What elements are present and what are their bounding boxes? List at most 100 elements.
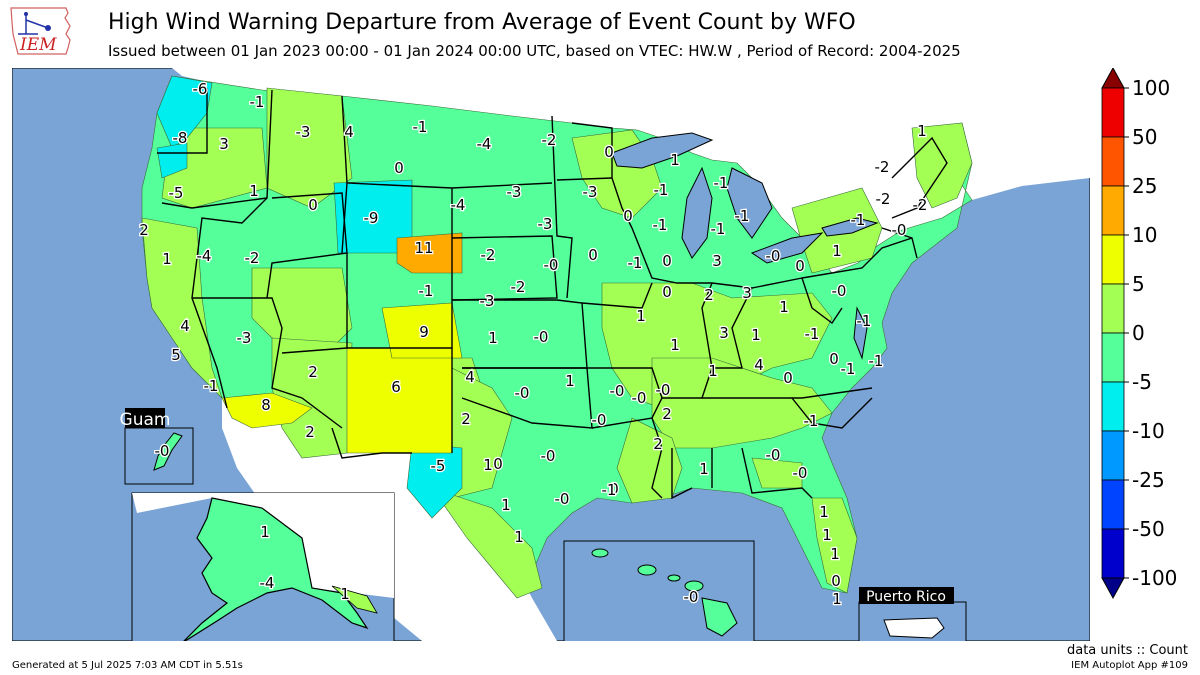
wfo-value-label: -0 xyxy=(610,382,625,400)
wfo-value-label: -6 xyxy=(193,80,208,98)
wfo-value-label: 3 xyxy=(719,324,729,342)
wfo-value-label: 1 xyxy=(917,122,927,140)
wfo-value-label: -1 xyxy=(841,360,856,378)
wfo-value-label: 0 xyxy=(662,283,672,301)
wfo-value-label: -0 xyxy=(592,411,607,429)
wfo-value-label: 2 xyxy=(461,410,471,428)
wfo-value-label: 1 xyxy=(779,298,789,316)
wfo-value-label: -0 xyxy=(684,588,699,606)
alaska-inset xyxy=(131,492,395,641)
wfo-value-label: 1 xyxy=(249,182,259,200)
wfo-value-label: -1 xyxy=(653,216,668,234)
colorbar-bin xyxy=(1101,234,1125,285)
wfo-value-label: -4 xyxy=(197,247,212,265)
generated-timestamp: Generated at 5 Jul 2025 7:03 AM CDT in 5… xyxy=(12,660,243,671)
wfo-value-label: -0 xyxy=(632,389,647,407)
colorbar-bin xyxy=(1101,332,1125,383)
wfo-value-label: 1 xyxy=(751,326,761,344)
colorbar-bin xyxy=(1101,185,1125,236)
wfo-value-label: -0 xyxy=(656,381,671,399)
puerto-rico-label: Puerto Rico xyxy=(866,589,946,605)
wfo-value-label: -8 xyxy=(173,129,188,147)
wfo-value-label: -0 xyxy=(544,256,559,274)
puerto-rico-tag xyxy=(859,587,954,604)
wfo-value-label: 6 xyxy=(391,378,401,396)
wfo-value-label: -2 xyxy=(511,278,526,296)
wfo-value-label: -0 xyxy=(155,442,170,460)
colorbar-tick-label: 50 xyxy=(1132,125,1157,149)
wfo-value-label: -0 xyxy=(766,446,781,464)
wfo-value-label: 1 xyxy=(832,590,842,608)
colorbar-tick-label: 5 xyxy=(1132,272,1145,296)
wfo-value-label: 1 xyxy=(699,460,709,478)
state-boundaries xyxy=(157,88,948,500)
hawaii-inset xyxy=(563,540,755,641)
data-units-note: data units :: Count xyxy=(1066,643,1188,658)
colorbar-bin xyxy=(1101,283,1125,334)
wfo-value-label: -1 xyxy=(413,118,428,136)
wfo-value-label: 3 xyxy=(742,284,752,302)
wfo-value-label: 8 xyxy=(261,396,271,414)
wfo-value-label: -0 xyxy=(832,282,847,300)
wfo-value-label: -1 xyxy=(735,207,750,225)
wfo-value-label: 2 xyxy=(139,221,149,239)
wfo-value-label: 1 xyxy=(260,523,270,541)
wfo-value-label: -1 xyxy=(204,377,219,395)
guam-inset: Guam xyxy=(120,408,194,485)
wfo-value-label: -1 xyxy=(714,174,729,192)
wfo-value-label: 1 xyxy=(483,456,493,474)
wfo-value-label: -0 xyxy=(793,464,808,482)
wfo-value-labels: -6-1-8 3-3 4 -1-4 -200-5 10-9-4-31-1-102-4 -21… xyxy=(138,79,929,610)
wfo-value-label: 1 xyxy=(488,329,498,347)
wfo-value-label: 3 xyxy=(219,135,229,153)
wfo-value-label: 1 xyxy=(340,585,350,603)
wfo-value-label: -1 xyxy=(805,325,820,343)
wfo-value-label: -2 xyxy=(913,196,928,214)
wfo-value-label: 1 xyxy=(636,307,646,325)
wfo-value-label: 1 xyxy=(822,526,832,544)
colorbar-bin xyxy=(1101,136,1125,187)
wfo-departure-map: Guam Puerto Rico -6-1-8 3-3 4 -1-4 -200-5 10-… xyxy=(12,68,1090,641)
wfo-value-label: 1 xyxy=(670,151,680,169)
wfo-value-label: -3 xyxy=(237,329,252,347)
wfo-value-label: -1 xyxy=(851,211,866,229)
wfo-value-label: 0 xyxy=(308,196,318,214)
colorbar-tick-label: 100 xyxy=(1132,76,1170,100)
wfo-value-label: 0 xyxy=(623,207,633,225)
wfo-value-label: 0 xyxy=(604,143,614,161)
great-lakes xyxy=(611,132,879,360)
colorbar-under-arrow xyxy=(1101,577,1125,600)
wfo-value-label: -0 xyxy=(766,247,781,265)
wfo-value-label: -3 xyxy=(583,183,598,201)
map-subtitle: Issued between 01 Jan 2023 00:00 - 01 Ja… xyxy=(108,42,961,60)
wfo-value-label: -9 xyxy=(364,209,379,227)
wfo-value-label: 1 xyxy=(670,336,680,354)
colorbar-tick-label: -25 xyxy=(1132,468,1165,492)
wfo-value-label: 2 xyxy=(704,286,714,304)
wfo-value-label: 1 xyxy=(708,362,718,380)
colorbar-bin xyxy=(1101,528,1125,579)
wfo-value-label: -1 xyxy=(857,312,872,330)
wfo-value-label: 0 xyxy=(783,369,793,387)
wfo-value-label: -5 xyxy=(169,184,184,202)
colorbar-bin xyxy=(1101,479,1125,530)
wfo-value-label: 2 xyxy=(653,435,663,453)
wfo-value-label: 1 xyxy=(514,528,524,546)
wfo-value-label: -1 xyxy=(869,352,884,370)
wfo-value-label: -1 xyxy=(419,282,434,300)
wfo-value-label: 1 xyxy=(830,545,840,563)
wfo-value-label: -0 xyxy=(541,447,556,465)
wfo-value-label: 1 xyxy=(565,372,575,390)
wfo-value-label: 4 xyxy=(465,368,475,386)
wfo-value-label: -3 xyxy=(538,215,553,233)
wfo-value-label: 2 xyxy=(308,363,318,381)
wfo-value-label: 4 xyxy=(180,317,190,335)
wfo-value-label: 0 xyxy=(394,159,404,177)
wfo-value-label: 4 xyxy=(344,123,354,141)
wfo-value-label: -3 xyxy=(296,123,311,141)
wfo-value-label: -1 xyxy=(628,254,643,272)
wfo-value-label: 1 xyxy=(501,496,511,514)
wfo-value-label: -3 xyxy=(507,183,522,201)
wfo-value-label: -4 xyxy=(451,196,466,214)
wfo-value-label: 0 xyxy=(831,572,841,590)
